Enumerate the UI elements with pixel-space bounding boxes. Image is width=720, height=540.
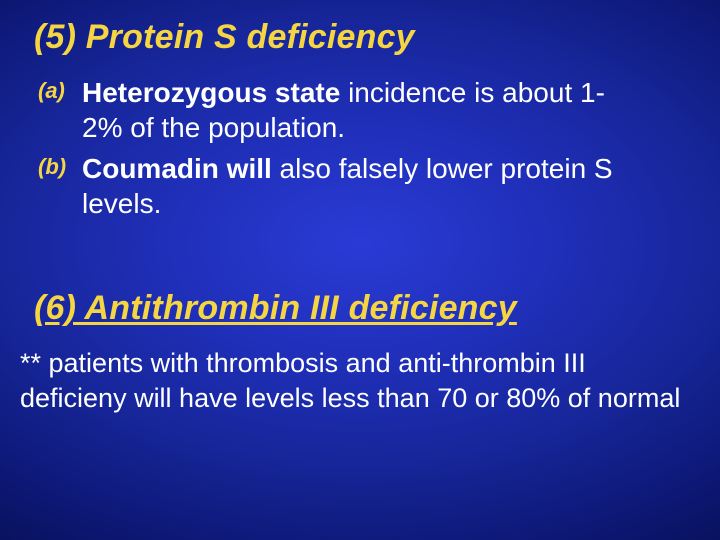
item-body: Coumadin will also falsely lower protein… bbox=[82, 151, 642, 221]
list-item: (a) Heterozygous state incidence is abou… bbox=[38, 75, 690, 145]
section-5-list: (a) Heterozygous state incidence is abou… bbox=[38, 75, 690, 221]
item-marker: (a) bbox=[38, 75, 82, 104]
list-item: (b) Coumadin will also falsely lower pro… bbox=[38, 151, 690, 221]
item-body: Heterozygous state incidence is about 1-… bbox=[82, 75, 642, 145]
item-strong-text: Heterozygous state bbox=[82, 77, 340, 108]
section-6-note: ** patients with thrombosis and anti-thr… bbox=[20, 346, 690, 415]
item-strong-text: Coumadin will bbox=[82, 153, 272, 184]
section-5-heading: (5) Protein S deficiency bbox=[34, 18, 690, 57]
slide: (5) Protein S deficiency (a) Heterozygou… bbox=[0, 0, 720, 540]
item-marker: (b) bbox=[38, 151, 82, 180]
section-6-heading: (6) Antithrombin III deficiency bbox=[34, 289, 690, 328]
section-spacer bbox=[30, 227, 690, 289]
